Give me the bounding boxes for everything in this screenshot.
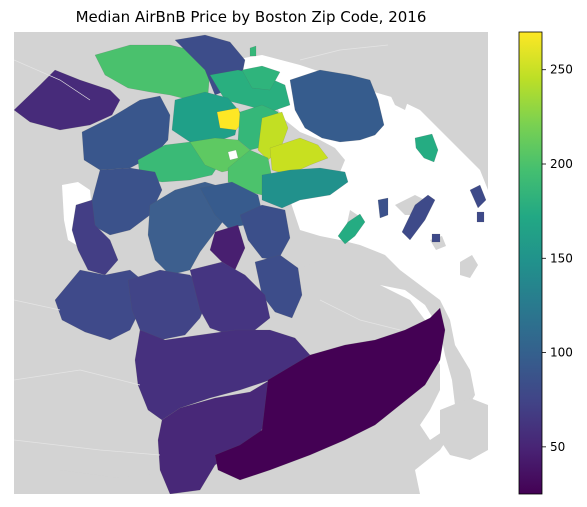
zip-region	[134, 329, 311, 421]
colorbar-tick-label: 100	[550, 346, 573, 360]
zip-region	[171, 91, 241, 143]
zip-region	[189, 261, 271, 336]
zip-region	[414, 133, 439, 163]
zip-region	[81, 95, 171, 171]
roads	[14, 44, 401, 456]
zip-region	[377, 197, 389, 219]
zip-region	[401, 194, 436, 241]
colorbar-ticks: 50 100 150 200 250	[542, 63, 573, 454]
zip-region	[214, 307, 446, 481]
zip-region	[241, 65, 281, 91]
zip-region	[476, 211, 485, 223]
colorbar-tick-label: 250	[550, 63, 573, 77]
zip-region	[337, 213, 366, 245]
zip-region	[71, 199, 119, 276]
zip-regions	[14, 34, 487, 494]
colorbar-tick-label: 50	[550, 440, 565, 454]
zip-region	[14, 69, 121, 131]
colorbar-tick-label: 150	[550, 251, 573, 265]
colorbar-tick-label: 200	[550, 157, 573, 171]
zip-region	[239, 204, 291, 261]
zip-region	[127, 269, 211, 341]
map-title: Median AirBnB Price by Boston Zip Code, …	[75, 8, 427, 26]
zip-region	[289, 69, 385, 143]
zip-region	[269, 137, 329, 176]
zip-region	[147, 181, 231, 276]
water-inlet	[227, 149, 239, 161]
zip-region	[431, 233, 441, 243]
zip-region	[249, 45, 257, 57]
zip-region	[469, 184, 487, 209]
colorbar-gradient	[518, 31, 543, 495]
zip-region	[261, 167, 349, 209]
